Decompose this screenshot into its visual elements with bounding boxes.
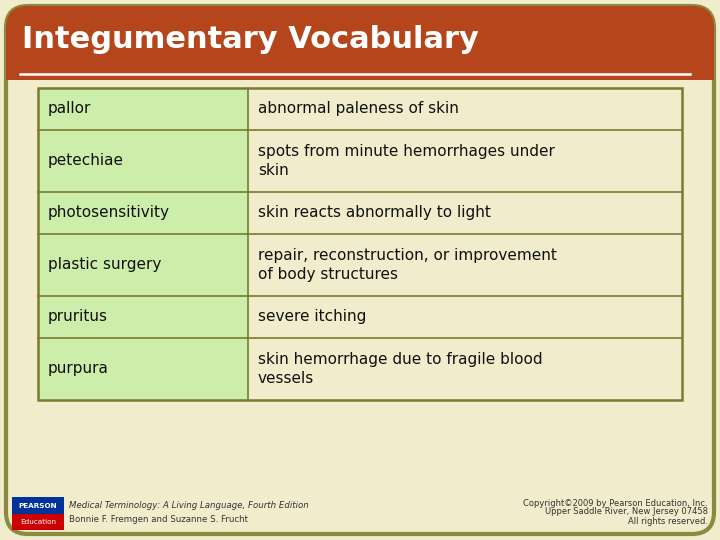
Text: pruritus: pruritus bbox=[48, 309, 108, 325]
Text: Integumentary Vocabulary: Integumentary Vocabulary bbox=[22, 25, 479, 55]
Text: skin reacts abnormally to light: skin reacts abnormally to light bbox=[258, 206, 491, 220]
Text: severe itching: severe itching bbox=[258, 309, 366, 325]
Text: Education: Education bbox=[20, 519, 56, 525]
Bar bbox=[38, 130, 248, 192]
Bar bbox=[38, 296, 248, 338]
Bar bbox=[38, 88, 682, 400]
Text: PEARSON: PEARSON bbox=[19, 503, 58, 509]
Bar bbox=[38, 88, 248, 130]
Bar bbox=[12, 514, 64, 530]
Text: Copyright©2009 by Pearson Education, Inc.: Copyright©2009 by Pearson Education, Inc… bbox=[523, 498, 708, 508]
Text: photosensitivity: photosensitivity bbox=[48, 206, 170, 220]
Bar bbox=[38, 88, 682, 400]
Bar bbox=[38, 234, 248, 296]
Text: spots from minute hemorrhages under
skin: spots from minute hemorrhages under skin bbox=[258, 144, 555, 178]
Bar bbox=[38, 192, 248, 234]
Text: repair, reconstruction, or improvement
of body structures: repair, reconstruction, or improvement o… bbox=[258, 248, 557, 282]
Bar bbox=[38, 338, 248, 400]
FancyBboxPatch shape bbox=[6, 6, 714, 80]
Text: plastic surgery: plastic surgery bbox=[48, 258, 161, 273]
Bar bbox=[12, 497, 64, 514]
Text: abnormal paleness of skin: abnormal paleness of skin bbox=[258, 102, 459, 117]
Text: All rights reserved.: All rights reserved. bbox=[628, 516, 708, 525]
Text: petechiae: petechiae bbox=[48, 153, 124, 168]
Text: Bonnie F. Fremgen and Suzanne S. Frucht: Bonnie F. Fremgen and Suzanne S. Frucht bbox=[69, 515, 248, 523]
Text: skin hemorrhage due to fragile blood
vessels: skin hemorrhage due to fragile blood ves… bbox=[258, 352, 543, 386]
Text: purpura: purpura bbox=[48, 361, 109, 376]
Bar bbox=[6, 52, 714, 80]
Text: pallor: pallor bbox=[48, 102, 91, 117]
Text: Medical Terminology: A Living Language, Fourth Edition: Medical Terminology: A Living Language, … bbox=[69, 501, 309, 510]
FancyBboxPatch shape bbox=[6, 6, 714, 534]
Text: Upper Saddle River, New Jersey 07458: Upper Saddle River, New Jersey 07458 bbox=[545, 508, 708, 516]
